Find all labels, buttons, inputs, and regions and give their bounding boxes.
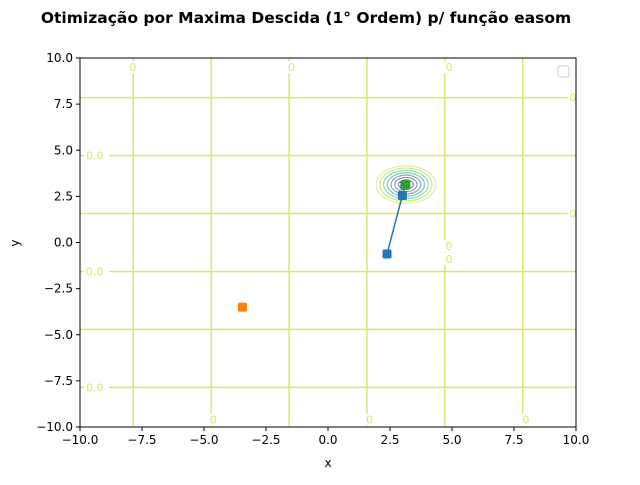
contour-label-background (567, 207, 576, 220)
y-axis-label: y (8, 239, 22, 246)
contour-label: 0 (210, 414, 217, 427)
legend-box (557, 65, 570, 78)
x-tick-label: 2.5 (380, 433, 399, 447)
contour-label: 0 (288, 61, 295, 74)
contour-label: 0.0 (86, 150, 104, 163)
contour-label-background (83, 149, 109, 162)
contour-label-background (520, 413, 532, 426)
y-tick-label: −5.0 (44, 328, 73, 342)
contour-label: 0 (522, 414, 529, 427)
contour-label-background (443, 240, 455, 253)
contour-label: 0 (446, 240, 453, 253)
axes: −10.0 −7.5 −5.0 −2.5 0.0 2.5 5.0 7.5 10.0 −10.0 −7… (36, 51, 589, 447)
y-tick-label: 0.0 (54, 236, 73, 250)
contour-label-background (443, 61, 455, 74)
contour-label-background (567, 91, 576, 104)
contour-ring (375, 165, 437, 204)
contour-label: 0.0 (570, 92, 588, 105)
contour-label-background (127, 61, 139, 74)
series-point-0 (382, 249, 392, 259)
y-tick-label: 10.0 (46, 51, 73, 65)
contour-label-background (286, 61, 298, 74)
contour-label-background (207, 413, 219, 426)
axes-frame (79, 57, 577, 428)
contour-label: 0 (446, 61, 453, 74)
contour-ring (379, 167, 433, 202)
x-tick-label: −5.0 (189, 433, 218, 447)
x-tick-label: 5.0 (442, 433, 461, 447)
contour-label-background (364, 413, 376, 426)
series-point-1 (237, 302, 247, 312)
contour-label: 0.0 (86, 265, 104, 278)
x-tick-label: 10.0 (563, 433, 590, 447)
contour-label: 0.0 (570, 208, 588, 221)
x-axis-label: x (324, 456, 331, 470)
x-tick-label: −7.5 (127, 433, 156, 447)
y-tick-label: −7.5 (44, 374, 73, 388)
series-point-2 (401, 180, 411, 190)
y-tick-label: 7.5 (54, 97, 73, 111)
y-tick-label: −2.5 (44, 282, 73, 296)
contour-label: 0 (129, 61, 136, 74)
x-tick-label: −2.5 (251, 433, 280, 447)
y-tick-label: 5.0 (54, 143, 73, 157)
contour-label-background (83, 381, 109, 394)
series-point-0 (397, 190, 407, 200)
contour-label-background (443, 253, 455, 266)
contour-label: 0 (366, 414, 373, 427)
x-tick-label: 7.5 (504, 433, 523, 447)
y-tick-label: 2.5 (54, 189, 73, 203)
contour-label: 0 (446, 253, 453, 266)
contour-label: 0.0 (86, 381, 104, 394)
contour-label-background (83, 265, 109, 278)
x-tick-label: 0.0 (318, 433, 337, 447)
x-tick-label: −10.0 (62, 433, 99, 447)
chart-title: Otimização por Maxima Descida (1° Ordem)… (41, 9, 571, 27)
y-tick-label: −10.0 (36, 420, 73, 434)
